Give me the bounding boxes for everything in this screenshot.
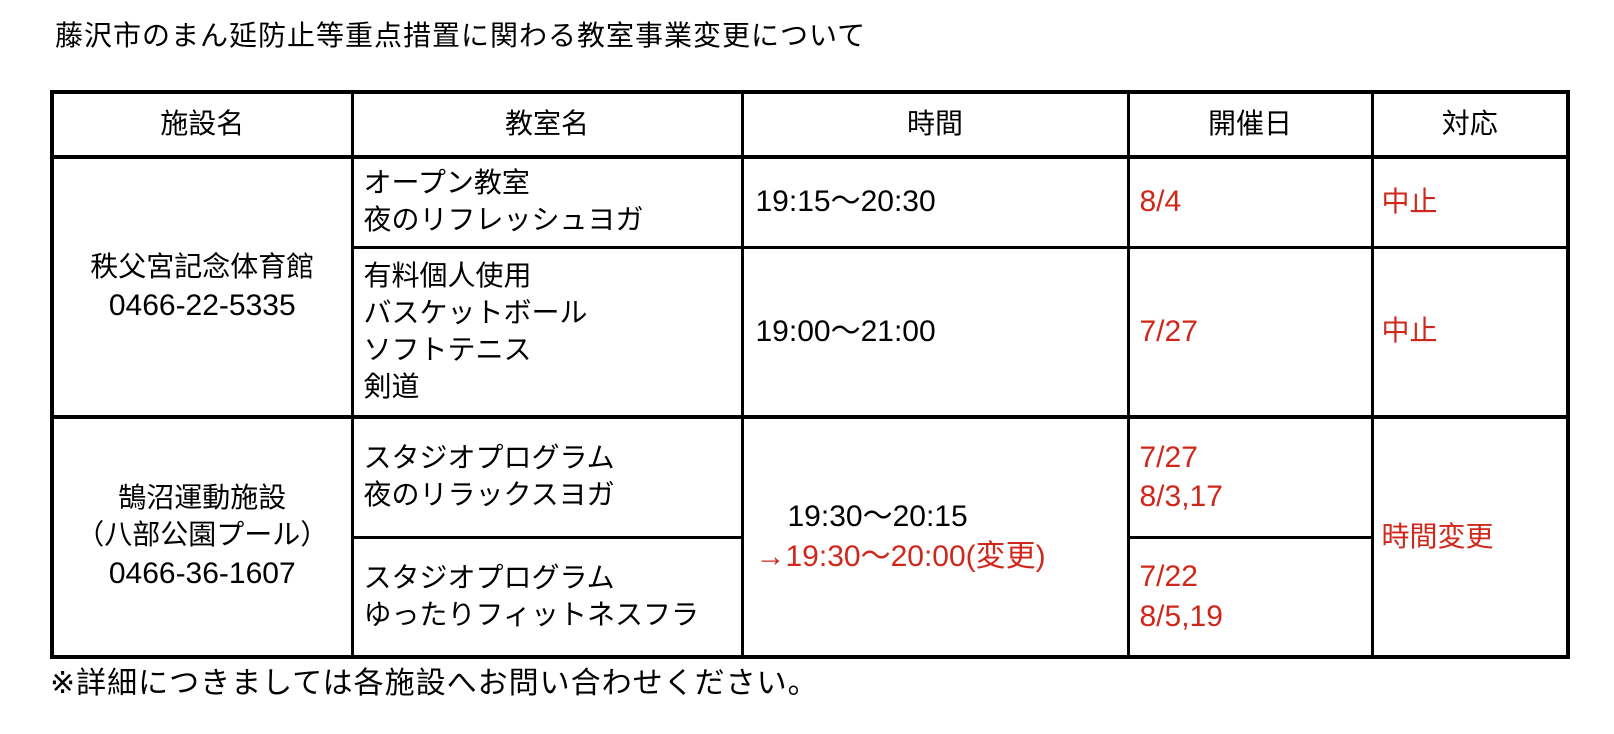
facility2-phone: 0466-36-1607 xyxy=(108,557,296,591)
row2-class-line1: 有料個人使用 xyxy=(363,259,532,291)
row1-response-cell: 中止 xyxy=(1370,155,1570,249)
row2-class-cell: 有料個人使用 バスケットボール ソフトテニス 剣道 xyxy=(350,245,744,419)
merged-response-cell: 時間変更 xyxy=(1370,415,1570,659)
row1-response: 中止 xyxy=(1381,185,1438,217)
row4-date-cell: 7/22 8/5,19 xyxy=(1126,535,1374,659)
header-row: 施設名 教室名 時間 開催日 対応 xyxy=(50,90,1570,159)
facility2-name: 鵠沼運動施設 xyxy=(118,482,287,514)
facility1-phone: 0466-22-5335 xyxy=(108,288,296,322)
row1-date: 8/4 xyxy=(1139,185,1182,219)
row4-class-line1: スタジオプログラム xyxy=(363,561,615,593)
row2-date-cell: 7/27 xyxy=(1126,245,1374,419)
table-row: 有料個人使用 バスケットボール ソフトテニス 剣道 19:00〜21:00 7/… xyxy=(52,245,1570,419)
row3-class-cell: スタジオプログラム 夜のリラックスヨガ xyxy=(350,415,744,539)
facility2-cell: 鵠沼運動施設 （八部公園プール） 0466-36-1607 xyxy=(50,415,354,659)
row2-class-line4: 剣道 xyxy=(363,370,420,402)
merged-time-cell: 19:30〜20:15 →19:30〜20:00(変更) xyxy=(740,415,1130,659)
row2-date: 7/27 xyxy=(1139,314,1198,348)
row2-class-line2: バスケットボール xyxy=(363,296,588,328)
row1-time: 19:15〜20:30 xyxy=(755,185,936,219)
row2-time-cell: 19:00〜21:00 xyxy=(740,245,1130,419)
schedule-table: 施設名 教室名 時間 開催日 対応 秩父宮記念体育館 0466-22-5335 … xyxy=(50,90,1570,659)
row4-date-line2: 8/5,19 xyxy=(1139,599,1223,633)
footnote: ※詳細につきましては各施設へお問い合わせください。 xyxy=(50,667,819,700)
col-header-date: 開催日 xyxy=(1126,90,1374,159)
table-row: スタジオプログラム ゆったりフィットネスフラ 7/22 8/5,19 xyxy=(52,535,1568,659)
row1-class-cell: オープン教室 夜のリフレッシュヨガ xyxy=(350,155,744,249)
document-title: 藤沢市のまん延防止等重点措置に関わる教室事業変更について xyxy=(55,20,867,51)
table-row: 秩父宮記念体育館 0466-22-5335 オープン教室 夜のリフレッシュヨガ … xyxy=(50,155,1570,419)
row4-date-line1: 7/22 xyxy=(1139,560,1198,594)
row4-class-line2: ゆったりフィットネスフラ xyxy=(363,598,699,630)
row3-class-line1: スタジオプログラム xyxy=(363,442,615,474)
col-header-class: 教室名 xyxy=(350,90,744,159)
row2-class-line3: ソフトテニス xyxy=(363,333,532,365)
row1-date-cell: 8/4 xyxy=(1126,155,1374,249)
col-header-response: 対応 xyxy=(1370,90,1570,159)
merged-response: 時間変更 xyxy=(1381,520,1494,552)
row2-response-cell: 中止 xyxy=(1370,245,1570,419)
table-row: 鵠沼運動施設 （八部公園プール） 0466-36-1607 スタジオプログラム … xyxy=(50,415,1570,659)
row3-date-cell: 7/27 8/3,17 xyxy=(1126,415,1374,539)
row2-response: 中止 xyxy=(1381,315,1438,347)
row3-class-line2: 夜のリラックスヨガ xyxy=(363,479,615,511)
row1-time-cell: 19:15〜20:30 xyxy=(740,155,1130,249)
row3-date-line1: 7/27 xyxy=(1139,440,1198,474)
merged-time-changed: →19:30〜20:00(変更) xyxy=(755,540,1046,573)
row1-class-line2: 夜のリフレッシュヨガ xyxy=(363,204,644,236)
row3-date-line2: 8/3,17 xyxy=(1139,480,1223,514)
facility1-cell: 秩父宮記念体育館 0466-22-5335 xyxy=(50,155,354,419)
col-header-time: 時間 xyxy=(740,90,1130,159)
row4-class-cell: スタジオプログラム ゆったりフィットネスフラ xyxy=(350,535,744,659)
row2-time: 19:00〜21:00 xyxy=(755,314,936,348)
facility2-name2: （八部公園プール） xyxy=(76,519,329,551)
col-header-facility: 施設名 xyxy=(50,90,354,159)
merged-time-original: 19:30〜20:15 xyxy=(787,500,968,534)
facility1-name: 秩父宮記念体育館 xyxy=(90,250,315,282)
row1-class-line1: オープン教室 xyxy=(363,167,530,199)
